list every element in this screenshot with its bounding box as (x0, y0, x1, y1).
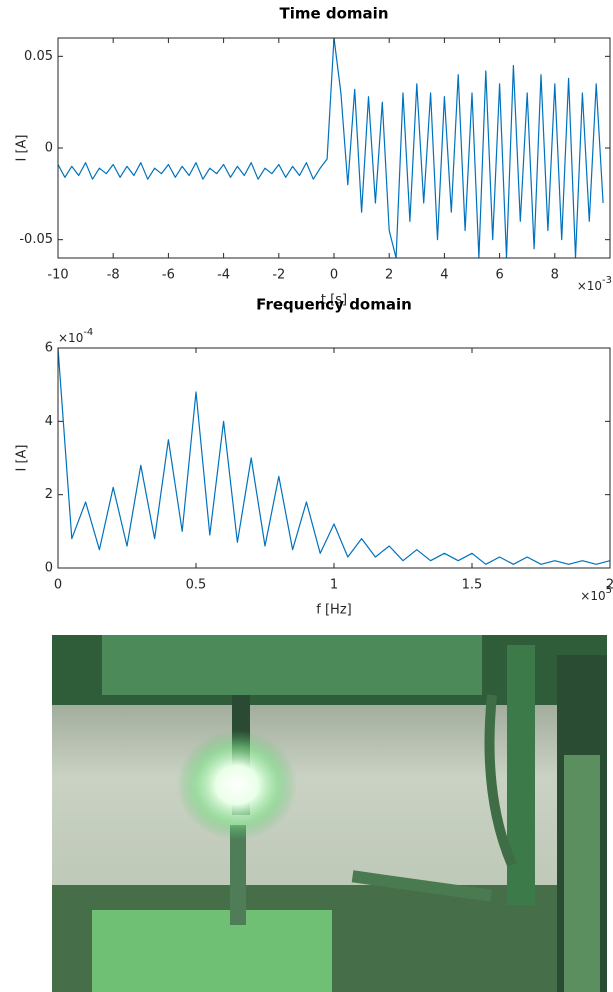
x-axis-label: t [s] (321, 293, 347, 308)
y-multiplier: ×10-4 (58, 327, 93, 345)
y-axis-label: I [A] (15, 134, 30, 161)
y-tick-label: -0.05 (19, 232, 53, 247)
y-tick-label: 0.05 (24, 49, 53, 64)
x-multiplier-exponent: -3 (602, 275, 612, 286)
x-tick-label: 1 (330, 578, 338, 593)
charts: Time domain -10 -8 -6 -4 -2 0 2 4 6 8 -0.05 0 0.05 t [… (15, 5, 613, 618)
x-tick-label: 2 (606, 578, 613, 593)
x-axis-label: f [Hz] (316, 603, 351, 618)
x-tick-label: -4 (217, 268, 230, 283)
plot-area (58, 38, 610, 258)
x-tick-label: 1.5 (462, 578, 483, 593)
x-tick-label: 0.5 (186, 578, 207, 593)
x-tick-label: -8 (107, 268, 120, 283)
x-tick-label: 6 (495, 268, 503, 283)
y-tick-label: 0 (45, 141, 53, 156)
plot-area (58, 348, 610, 568)
chart-title: Frequency domain (256, 296, 412, 314)
x-tick-label: 0 (54, 578, 62, 593)
x-multiplier: ×105 (580, 585, 612, 603)
x-multiplier-base: ×10 (577, 279, 602, 293)
x-multiplier-exponent: 5 (606, 585, 612, 596)
y-tick-label: 0 (45, 561, 53, 576)
photo (52, 635, 607, 992)
y-multiplier-exponent: -4 (83, 327, 93, 338)
x-tick-label: -10 (47, 268, 68, 283)
x-tick-label: 4 (440, 268, 448, 283)
data-line (57, 37, 604, 259)
x-tick-label: 0 (330, 268, 338, 283)
x-tick-label: 8 (551, 268, 559, 283)
y-tick-label: 4 (45, 414, 53, 429)
chart-title: Time domain (279, 5, 388, 23)
y-multiplier-base: ×10 (58, 331, 83, 345)
y-tick-label: 6 (45, 341, 53, 356)
y-tick-label: 2 (45, 487, 53, 502)
x-tick-label: 2 (385, 268, 393, 283)
x-multiplier-base: ×10 (580, 589, 605, 603)
x-tick-label: -2 (272, 268, 285, 283)
x-multiplier: ×10-3 (577, 275, 612, 293)
x-tick-label: -6 (162, 268, 175, 283)
data-line (57, 347, 611, 565)
y-axis-label: I [A] (15, 444, 30, 471)
